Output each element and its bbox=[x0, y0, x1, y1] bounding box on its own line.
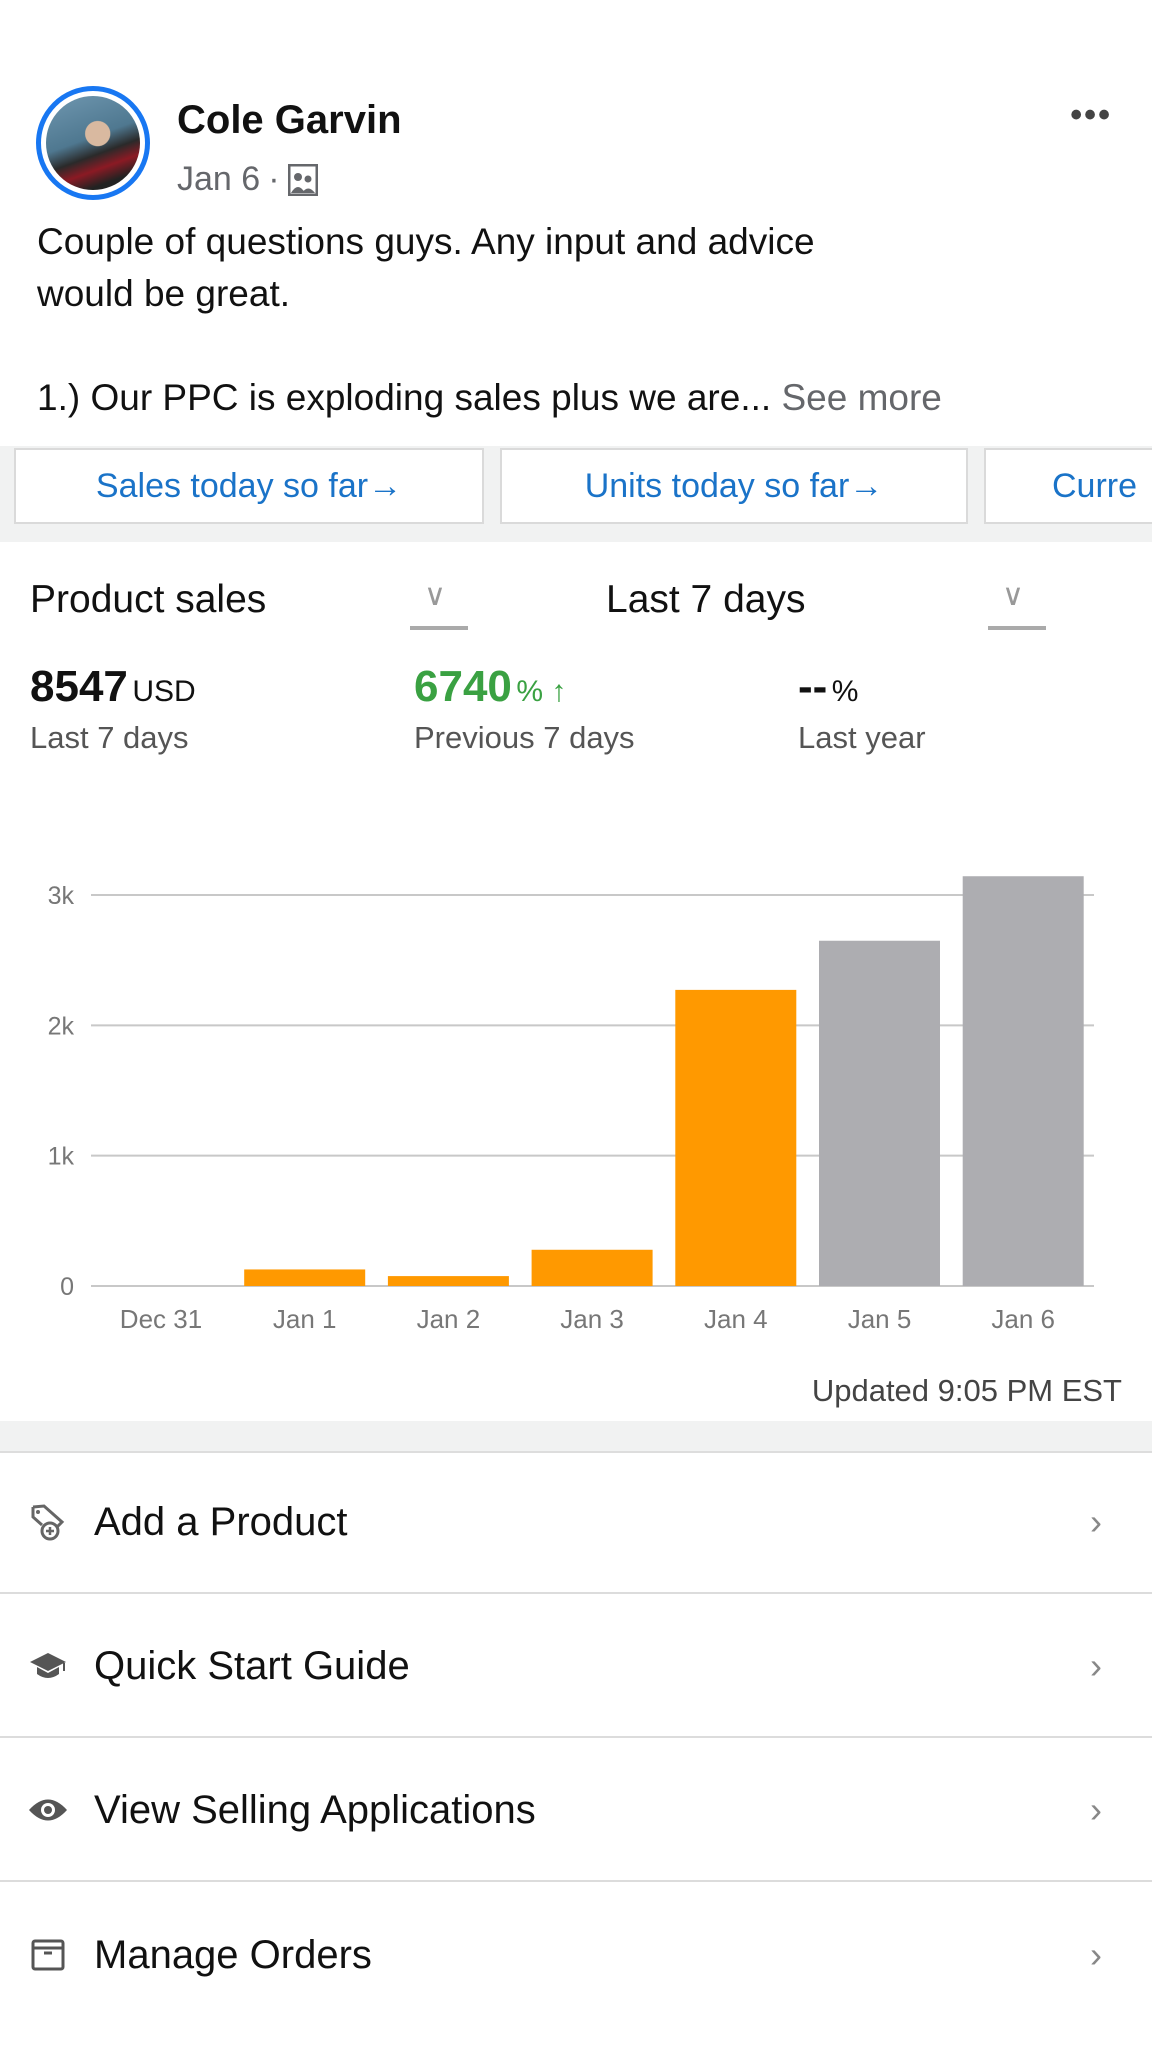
menu-item-label: View Selling Applications bbox=[94, 1787, 536, 1832]
metric-value: -- bbox=[798, 662, 828, 711]
bar bbox=[962, 876, 1084, 1286]
group-icon bbox=[287, 163, 318, 196]
y-tick-label: 2k bbox=[48, 1012, 75, 1040]
metric-unit: % ↑ bbox=[516, 675, 567, 708]
y-tick-label: 0 bbox=[60, 1273, 74, 1301]
metric-select[interactable]: Product sales bbox=[30, 578, 267, 621]
menu-item-label: Manage Orders bbox=[94, 1932, 372, 1977]
metric-unit: USD bbox=[132, 675, 196, 708]
metric-previous: 6740 % ↑ bbox=[414, 662, 566, 712]
avatar[interactable] bbox=[36, 86, 150, 200]
current-button[interactable]: Curre bbox=[984, 448, 1152, 524]
menu-item-label: Quick Start Guide bbox=[94, 1643, 410, 1688]
bar bbox=[819, 940, 940, 1286]
chevron-right-icon: › bbox=[1090, 1789, 1102, 1830]
chevron-right-icon: › bbox=[1090, 1645, 1102, 1686]
post-text-line: 1.) Our PPC is exploding sales plus we a… bbox=[37, 372, 942, 424]
updated-timestamp: Updated 9:05 PM EST bbox=[811, 1373, 1122, 1408]
see-more-link[interactable]: See more bbox=[781, 377, 942, 418]
post-date[interactable]: Jan 6 bbox=[177, 160, 261, 198]
post-meta: Jan 6 · bbox=[177, 160, 318, 199]
menu-item-quick-start[interactable]: Quick Start Guide › bbox=[0, 1596, 1152, 1738]
chevron-down-icon[interactable]: ∨ bbox=[424, 579, 446, 612]
metric-last-year: -- % bbox=[798, 662, 858, 712]
select-underline bbox=[410, 626, 468, 630]
x-tick-label: Jan 2 bbox=[417, 1304, 481, 1334]
sales-bar-chart: 0 1k 2k 3k Dec 31 Jan 1 Jan 2 Jan 3 Jan 4 Jan 5 Ja… bbox=[48, 876, 1094, 1334]
y-tick-label: 1k bbox=[48, 1143, 75, 1171]
x-tick-label: Jan 1 bbox=[273, 1304, 337, 1334]
bar bbox=[531, 1249, 653, 1286]
menu-item-selling-applications[interactable]: View Selling Applications › bbox=[0, 1740, 1152, 1882]
x-tick-label: Jan 4 bbox=[704, 1304, 768, 1334]
sales-today-button[interactable]: Sales today so far→ bbox=[14, 448, 484, 524]
metric-label: Last year bbox=[798, 720, 926, 755]
post-text-line: Couple of questions guys. Any input and … bbox=[37, 221, 815, 262]
x-tick-label: Dec 31 bbox=[120, 1304, 202, 1334]
separator: · bbox=[268, 160, 280, 198]
x-tick-label: Jan 6 bbox=[991, 1304, 1055, 1334]
metric-label: Last 7 days bbox=[30, 720, 189, 755]
metric-label: Previous 7 days bbox=[414, 720, 635, 755]
section-divider bbox=[0, 1421, 1152, 1453]
select-underline bbox=[988, 626, 1046, 630]
graduation-cap-icon bbox=[28, 1651, 68, 1681]
bar bbox=[675, 989, 797, 1286]
x-tick-label: Jan 5 bbox=[848, 1304, 912, 1334]
bar bbox=[244, 1269, 366, 1286]
eye-icon bbox=[28, 1797, 68, 1823]
metric-value: 6740 bbox=[414, 662, 512, 711]
chevron-down-icon[interactable]: ∨ bbox=[1002, 579, 1024, 612]
y-tick-label: 3k bbox=[48, 882, 75, 910]
tag-plus-icon bbox=[28, 1503, 68, 1541]
quick-buttons-row: Sales today so far→ Units today so far→ … bbox=[0, 446, 1152, 542]
units-today-button[interactable]: Units today so far→ bbox=[500, 448, 968, 524]
metric-unit: % bbox=[831, 675, 859, 708]
chevron-right-icon: › bbox=[1090, 1934, 1102, 1975]
menu-item-label: Add a Product bbox=[94, 1499, 348, 1544]
x-tick-label: Jan 3 bbox=[560, 1304, 624, 1334]
menu-item-add-product[interactable]: Add a Product › bbox=[0, 1452, 1152, 1594]
metric-current: 8547 USD bbox=[30, 662, 196, 712]
post-text-excerpt: 1.) Our PPC is exploding sales plus we a… bbox=[37, 377, 772, 418]
menu-item-manage-orders[interactable]: Manage Orders › bbox=[0, 1884, 1152, 2026]
bar bbox=[387, 1276, 509, 1286]
range-select[interactable]: Last 7 days bbox=[606, 578, 806, 621]
author-name[interactable]: Cole Garvin bbox=[177, 98, 402, 142]
chevron-right-icon: › bbox=[1090, 1501, 1102, 1542]
box-icon bbox=[28, 1938, 68, 1972]
metric-value: 8547 bbox=[30, 662, 128, 711]
post-text-line: would be great. bbox=[37, 273, 291, 314]
more-options-icon[interactable]: ••• bbox=[1070, 96, 1112, 134]
